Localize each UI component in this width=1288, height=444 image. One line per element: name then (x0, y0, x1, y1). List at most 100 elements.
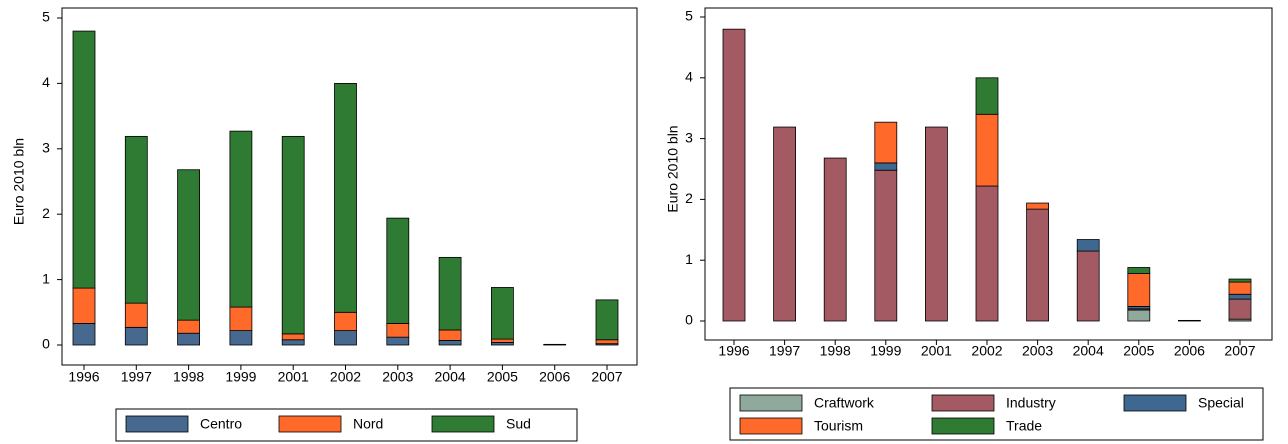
y-tick-label: 0 (42, 336, 50, 352)
bar-segment (975, 77, 999, 115)
x-tick-label: 1997 (121, 369, 152, 385)
bar-segment (1228, 293, 1252, 300)
bar-segment (1228, 278, 1252, 283)
y-tick-label: 3 (685, 129, 693, 145)
legend-label: Trade (1006, 418, 1042, 434)
bar-segment (543, 343, 567, 346)
x-tick-label: 1998 (173, 369, 204, 385)
bar-segment (1127, 309, 1151, 322)
bar-segment (386, 323, 410, 338)
x-tick-label: 2006 (539, 369, 570, 385)
bar-segment (975, 185, 999, 322)
bar-segment (874, 162, 898, 171)
bar-segment (334, 311, 357, 332)
x-tick-label: 2005 (487, 369, 518, 385)
x-tick-label: 2007 (591, 369, 622, 385)
y-tick-label: 4 (685, 69, 693, 85)
bar-segment (124, 135, 148, 304)
x-tick-label: 2001 (278, 369, 309, 385)
legend-label: Sud (506, 416, 531, 432)
y-tick-label: 5 (685, 8, 693, 24)
bar-segment (722, 28, 746, 322)
legend-swatch (739, 417, 803, 435)
x-tick-label: 1997 (769, 343, 800, 359)
bar-segment (124, 302, 148, 328)
bar-segment (281, 333, 305, 341)
bar-segment (874, 121, 898, 164)
y-tick-label: 1 (42, 270, 50, 286)
y-tick-label: 4 (42, 74, 50, 90)
y-tick-label: 1 (685, 251, 693, 267)
bar-segment (177, 169, 201, 321)
bar-segment (177, 332, 201, 346)
x-tick-label: 2006 (1174, 343, 1205, 359)
bar-segment (595, 299, 619, 341)
legend-swatch (125, 415, 189, 433)
bar-segment (1228, 298, 1252, 320)
legend-swatch (1123, 394, 1187, 412)
x-tick-label: 1999 (225, 369, 256, 385)
bar-segment (72, 323, 96, 346)
bar-segment (1127, 273, 1151, 307)
bar-segment (874, 169, 898, 322)
bar-segment (438, 329, 462, 341)
bar-segment (1026, 202, 1049, 210)
y-tick-label: 3 (42, 140, 50, 156)
x-tick-label: 1998 (820, 343, 851, 359)
x-tick-label: 2005 (1123, 343, 1154, 359)
bar-segment (334, 83, 357, 313)
x-tick-label: 2004 (435, 369, 466, 385)
bar-segment (1026, 208, 1049, 322)
bar-segment (490, 287, 514, 340)
legend-swatch (431, 415, 495, 433)
x-tick-label: 1996 (718, 343, 749, 359)
bar-segment (229, 306, 253, 332)
x-tick-label: 2003 (1022, 343, 1053, 359)
legend-box (115, 408, 578, 442)
legend-label: Tourism (814, 418, 863, 434)
bar-segment (823, 157, 847, 322)
bar-segment (229, 130, 253, 308)
x-tick-label: 1996 (68, 369, 99, 385)
bar-segment (975, 113, 999, 187)
bar-segment (281, 339, 305, 346)
legend-label: Industry (1006, 395, 1056, 411)
bar-segment (1076, 250, 1100, 322)
bar-segment (386, 217, 410, 324)
bar-segment (925, 126, 948, 322)
y-tick-label: 0 (685, 312, 693, 328)
bar-segment (72, 30, 96, 289)
bar-segment (1076, 239, 1100, 252)
x-tick-label: 1999 (870, 343, 901, 359)
bar-segment (438, 340, 462, 346)
bar-segment (229, 330, 253, 346)
y-tick-label: 2 (42, 205, 50, 221)
x-tick-label: 2001 (921, 343, 952, 359)
bar-segment (334, 330, 357, 346)
y-axis-label: Euro 2010 bln (665, 125, 681, 212)
bar-segment (490, 338, 514, 343)
bar-segment (1127, 267, 1151, 274)
legend-swatch (739, 394, 803, 412)
x-tick-label: 2007 (1224, 343, 1255, 359)
legend-swatch (931, 417, 995, 435)
bar-segment (595, 339, 619, 345)
bar-segment (1178, 319, 1201, 322)
bar-segment (438, 256, 462, 331)
legend-label: Special (1198, 395, 1244, 411)
bar-segment (124, 326, 148, 346)
x-tick-label: 2004 (1073, 343, 1104, 359)
bar-segment (1228, 281, 1252, 295)
bar-segment (72, 287, 96, 324)
x-tick-label: 2002 (330, 369, 361, 385)
x-tick-label: 2003 (382, 369, 413, 385)
legend-swatch (278, 415, 342, 433)
bar-segment (281, 135, 305, 335)
bar-segment (177, 319, 201, 334)
x-tick-label: 2002 (971, 343, 1002, 359)
legend-label: Nord (353, 416, 383, 432)
y-tick-label: 2 (685, 190, 693, 206)
bar-segment (773, 126, 796, 322)
